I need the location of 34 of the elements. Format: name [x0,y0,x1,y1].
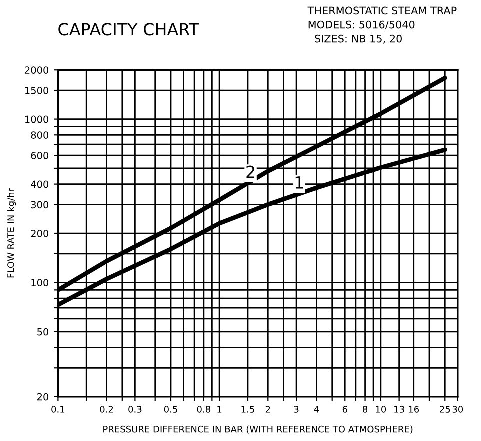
series-label: 1 [296,176,304,189]
x-tick-label: 10 [376,406,386,413]
x-tick-label: 3 [294,406,299,413]
y-tick-label: 300 [31,201,49,209]
chart-title: CAPACITY CHART [58,23,200,36]
y-axis-title: FLOW RATE IN kg/hr [7,188,16,278]
x-tick-label: 16 [409,406,420,413]
y-tick-label: 2000 [25,66,49,74]
y-tick-label: 400 [31,180,49,188]
y-tick-label: 800 [31,132,49,139]
y-tick-label: 100 [32,279,49,287]
x-tick-label: 1 [218,406,222,413]
x-tick-label: 4 [314,406,320,413]
y-tick-label: 1000 [26,116,49,124]
chart-subtitle: THERMOSTATIC STEAM TRAP MODELS: 5016/5040 SIZES: NB 15, 20 [308,6,457,44]
y-tick-label: 200 [31,230,49,238]
x-axis-title: PRESSURE DIFFERENCE IN BAR (WITH REFERENCE TO ATMOSPHERE) [104,426,413,434]
x-tick-label: 6 [342,406,348,413]
y-tick-label: 20 [38,393,49,401]
x-tick-label: 30 [452,406,464,413]
y-tick-label: 600 [31,152,49,160]
x-tick-label: 8 [363,406,368,413]
series-label: 2 [246,166,254,178]
x-tick-label: 0.2 [100,406,114,413]
x-tick-label: 0.3 [128,406,142,413]
x-tick-label: 0.5 [164,406,178,413]
y-tick-label: 50 [38,328,49,336]
x-tick-label: 13 [394,406,404,413]
x-tick-label: 0.8 [197,406,210,413]
x-tick-label: 25 [440,406,450,413]
y-tick-label: 1500 [26,87,49,94]
x-tick-label: 2 [266,406,270,413]
x-tick-label: 0.1 [52,406,65,413]
x-tick-label: 1.5 [242,406,254,413]
